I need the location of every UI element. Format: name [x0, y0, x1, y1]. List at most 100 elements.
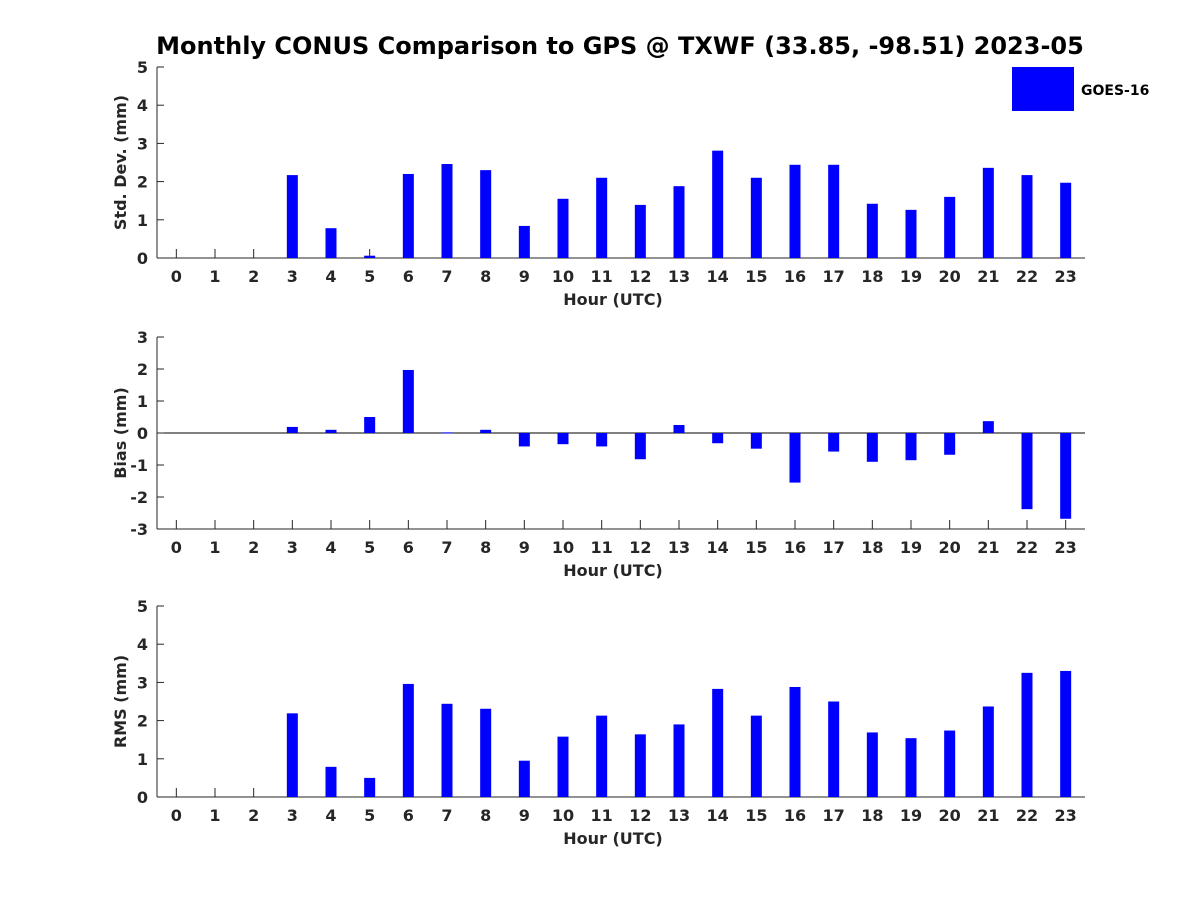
- bar-hour-22: [1021, 433, 1033, 510]
- bar-hour-20: [944, 730, 956, 797]
- bar-hour-17: [828, 701, 840, 797]
- y-tick-label: 4: [137, 635, 148, 654]
- bar-hour-9: [518, 433, 530, 447]
- y-tick-label: 2: [137, 173, 148, 192]
- bar-hour-14: [712, 150, 724, 258]
- x-tick-label: 21: [977, 538, 999, 557]
- x-tick-label: 20: [939, 267, 961, 286]
- y-tick-label: 0: [137, 424, 148, 443]
- bar-hour-20: [944, 196, 956, 258]
- x-tick-label: 1: [209, 806, 220, 825]
- x-tick-label: 20: [939, 538, 961, 557]
- bar-hour-12: [634, 433, 646, 460]
- x-tick-label: 19: [900, 538, 922, 557]
- bar-hour-5: [364, 417, 376, 433]
- x-tick-label: 14: [707, 538, 729, 557]
- x-tick-label: 8: [480, 538, 491, 557]
- bar-hour-21: [982, 706, 994, 797]
- bar-hour-10: [557, 198, 569, 258]
- x-tick-label: 8: [480, 806, 491, 825]
- x-tick-label: 7: [441, 538, 452, 557]
- x-tick-label: 12: [629, 267, 651, 286]
- x-tick-label: 7: [441, 806, 452, 825]
- bar-hour-11: [596, 715, 608, 797]
- x-axis-label: Hour (UTC): [563, 829, 663, 848]
- y-tick-label: 2: [137, 712, 148, 731]
- x-tick-label: 6: [403, 538, 414, 557]
- x-tick-label: 14: [707, 267, 729, 286]
- y-axis-label: RMS (mm): [111, 655, 130, 748]
- x-tick-label: 3: [287, 806, 298, 825]
- x-tick-label: 10: [552, 538, 574, 557]
- bar-hour-10: [557, 736, 569, 797]
- bar-hour-19: [905, 209, 917, 258]
- figure-title: Monthly CONUS Comparison to GPS @ TXWF (…: [156, 32, 1084, 60]
- x-tick-label: 12: [629, 538, 651, 557]
- x-tick-label: 23: [1055, 267, 1077, 286]
- y-tick-label: 0: [137, 249, 148, 268]
- x-tick-label: 22: [1016, 267, 1038, 286]
- bar-hour-6: [402, 369, 414, 433]
- x-tick-label: 17: [823, 806, 845, 825]
- x-tick-label: 13: [668, 538, 690, 557]
- bar-hour-16: [789, 164, 801, 258]
- bar-hour-21: [982, 167, 994, 258]
- x-tick-label: 11: [591, 267, 613, 286]
- bar-hour-12: [634, 734, 646, 797]
- x-tick-label: 23: [1055, 806, 1077, 825]
- x-tick-label: 3: [287, 538, 298, 557]
- bar-hour-15: [750, 177, 762, 258]
- bar-hour-22: [1021, 672, 1033, 797]
- x-tick-label: 11: [591, 806, 613, 825]
- y-tick-label: 3: [137, 673, 148, 692]
- y-tick-label: -1: [130, 456, 148, 475]
- bar-hour-9: [518, 760, 530, 797]
- x-tick-label: 15: [745, 267, 767, 286]
- x-tick-label: 1: [209, 538, 220, 557]
- x-tick-label: 6: [403, 267, 414, 286]
- bar-hour-23: [1060, 182, 1072, 258]
- x-tick-label: 0: [171, 267, 182, 286]
- y-tick-label: 0: [137, 788, 148, 807]
- bar-hour-17: [828, 433, 840, 452]
- bar-hour-19: [905, 433, 917, 461]
- legend: GOES-16: [1012, 67, 1149, 111]
- y-tick-label: 5: [137, 58, 148, 77]
- x-tick-label: 20: [939, 806, 961, 825]
- x-tick-label: 4: [325, 267, 336, 286]
- y-axis-label: Std. Dev. (mm): [111, 95, 130, 230]
- y-tick-label: 5: [137, 597, 148, 616]
- x-tick-label: 10: [552, 806, 574, 825]
- x-tick-label: 13: [668, 267, 690, 286]
- bar-hour-12: [634, 204, 646, 258]
- bar-hour-3: [286, 713, 298, 797]
- bar-hour-23: [1060, 433, 1072, 519]
- bar-hour-23: [1060, 670, 1072, 797]
- bar-hour-5: [364, 777, 376, 797]
- bar-hour-11: [596, 433, 608, 447]
- x-tick-label: 4: [325, 538, 336, 557]
- x-tick-label: 2: [248, 538, 259, 557]
- bar-hour-3: [286, 175, 298, 258]
- y-tick-label: -2: [130, 488, 148, 507]
- x-tick-label: 18: [861, 806, 883, 825]
- x-tick-label: 9: [519, 267, 530, 286]
- bar-hour-4: [325, 766, 337, 797]
- x-tick-label: 6: [403, 806, 414, 825]
- x-axis-label: Hour (UTC): [563, 561, 663, 580]
- x-tick-label: 9: [519, 538, 530, 557]
- bar-hour-20: [944, 433, 956, 455]
- y-tick-label: 1: [137, 392, 148, 411]
- y-axis-label: Bias (mm): [111, 387, 130, 479]
- x-tick-label: 21: [977, 806, 999, 825]
- x-tick-label: 9: [519, 806, 530, 825]
- bar-hour-15: [750, 433, 762, 449]
- x-tick-label: 11: [591, 538, 613, 557]
- x-tick-label: 18: [861, 267, 883, 286]
- bar-hour-13: [673, 724, 685, 797]
- x-tick-label: 4: [325, 806, 336, 825]
